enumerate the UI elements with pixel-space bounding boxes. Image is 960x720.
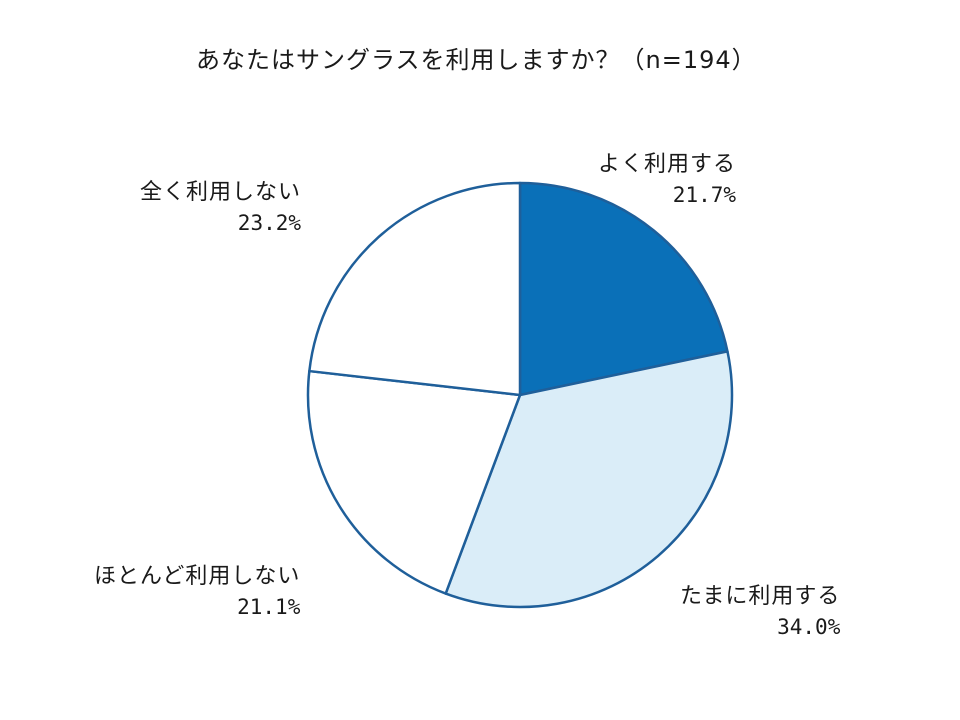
slice-name: たまに利用する — [680, 584, 841, 609]
slice-label-mattaku: 全く利用しない 23.2% — [140, 178, 301, 238]
slice-value-label: 23.2% — [237, 211, 302, 235]
slice-tamani — [444, 350, 734, 609]
chart-title: あなたはサングラスを利用しますか？（n=194） — [196, 46, 757, 74]
slice-label-hotondo: ほとんど利用しない 21.1% — [94, 562, 300, 622]
slice-mattaku — [308, 181, 522, 397]
slice-value-label: 21.1% — [237, 595, 301, 619]
slice-hotondo — [306, 369, 522, 595]
slice-name: よく利用する — [598, 152, 737, 177]
slice-label-yoku: よく利用する 21.7% — [598, 150, 736, 210]
slice-label-tamani: たまに利用する 34.0% — [680, 582, 840, 642]
slice-value-label: 34.0% — [777, 615, 841, 639]
slice-yoku — [518, 181, 729, 397]
slice-value-label: 21.7% — [672, 183, 737, 207]
slice-name: 全く利用しない — [140, 180, 302, 205]
slice-name: ほとんど利用しない — [94, 564, 301, 589]
